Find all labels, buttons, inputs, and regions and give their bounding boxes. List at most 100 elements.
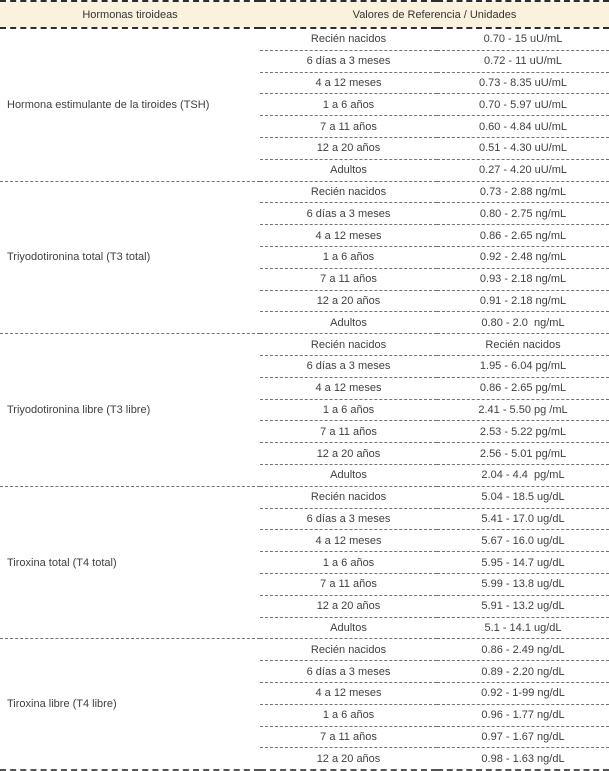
table-row: 4 a 12 meses 0.86 - 2.65 pg/mL (0, 376, 609, 400)
table-row: Adultos 0.80 - 2.0 ng/mL (0, 311, 609, 334)
age-group-cell: Recién nacidos (260, 27, 437, 51)
age-group-cell: Adultos (260, 311, 437, 334)
reference-value-cell: 5.95 - 14.7 ug/dL (437, 551, 609, 574)
reference-value-cell: 2.04 - 4.4 pg/mL (437, 463, 609, 487)
reference-value-cell: 0.86 - 2.65 pg/mL (437, 376, 609, 400)
age-group-cell: 6 días a 3 meses (260, 660, 437, 683)
table-header: Hormonas tiroideas Valores de Referencia… (0, 1, 609, 29)
age-group-cell: 7 a 11 años (260, 115, 437, 138)
age-group-cell: 12 a 20 años (260, 594, 437, 618)
table-row: Hormona estimulante de la tiroides (TSH)… (0, 27, 609, 182)
table-row: 1 a 6 años 0.92 - 2.48 ng/mL (0, 245, 609, 269)
age-group-cell: 12 a 20 años (260, 289, 437, 312)
table-row: Adultos 2.04 - 4.4 pg/mL (0, 463, 609, 487)
age-group-cell: Recién nacidos (260, 333, 437, 356)
column-header-reference-values: Valores de Referencia / Unidades (260, 1, 609, 29)
hormone-name-cell: Tiroxina total (T4 total) (0, 485, 260, 639)
header-row: Hormonas tiroideas Valores de Referencia… (0, 1, 609, 29)
age-group-cell: 6 días a 3 meses (260, 49, 437, 73)
reference-value-cell: Recién nacidos (437, 333, 609, 356)
table-row: 6 días a 3 meses 5.41 - 17.0 ug/dL (0, 507, 609, 530)
table-row: Tiroxina total (T4 total) Recién nacidos 5… (0, 485, 609, 639)
table-row: Triyodotironina total (T3 total) Recién n… (0, 180, 609, 334)
age-group-cell: 12 a 20 años (260, 747, 437, 771)
age-group-cell: Adultos (260, 158, 437, 182)
age-group-cell: 7 a 11 años (260, 572, 437, 596)
age-group-cell: 1 a 6 años (260, 703, 437, 726)
hormone-name-cell: Tiroxina libre (T4 libre) (0, 638, 260, 771)
age-group-cell: 4 a 12 meses (260, 71, 437, 94)
reference-value-cell: 0.98 - 1.63 ng/dL (437, 747, 609, 771)
age-group-cell: 4 a 12 meses (260, 224, 437, 247)
age-group-cell: Recién nacidos (260, 485, 437, 509)
age-group-cell: Adultos (260, 463, 437, 487)
age-group-cell: Recién nacidos (260, 180, 437, 203)
reference-value-cell: 5.91 - 13.2 ug/dL (437, 594, 609, 618)
age-group-cell: 7 a 11 años (260, 725, 437, 748)
table-row: 4 a 12 meses 0.92 - 1-99 ng/dL (0, 681, 609, 705)
table-row: 6 días a 3 meses 0.80 - 2.75 ng/mL (0, 202, 609, 225)
age-group-cell: 4 a 12 meses (260, 376, 437, 400)
reference-value-cell: 2.56 - 5.01 pg/mL (437, 442, 609, 465)
reference-value-cell: 0.92 - 1-99 ng/dL (437, 681, 609, 705)
table-row: 6 días a 3 meses 1.95 - 6.04 pg/mL (0, 354, 609, 378)
table-row: 6 días a 3 meses 0.89 - 2.20 ng/dL (0, 660, 609, 683)
reference-value-cell: 5.1 - 14.1 ug/dL (437, 616, 609, 639)
reference-value-cell: 5.99 - 13.8 ug/dL (437, 572, 609, 596)
reference-value-cell: 0.70 - 5.97 uU/mL (437, 93, 609, 116)
reference-value-cell: 0.86 - 2.49 ng/dL (437, 638, 609, 661)
reference-value-cell: 5.67 - 16.0 ug/dL (437, 529, 609, 552)
age-group-cell: Recién nacidos (260, 638, 437, 661)
reference-value-cell: 5.41 - 17.0 ug/dL (437, 507, 609, 530)
table-row: 7 a 11 años 2.53 - 5.22 pg/mL (0, 420, 609, 443)
age-group-cell: 1 a 6 años (260, 398, 437, 421)
age-group-cell: 1 a 6 años (260, 93, 437, 116)
table-row: 7 a 11 años 0.60 - 4.84 uU/mL (0, 115, 609, 138)
reference-value-cell: 0.80 - 2.0 ng/mL (437, 311, 609, 334)
table-row: 4 a 12 meses 5.67 - 16.0 ug/dL (0, 529, 609, 552)
age-group-cell: Adultos (260, 616, 437, 639)
table-body: Hormona estimulante de la tiroides (TSH)… (0, 27, 609, 771)
table-row: 12 a 20 años 0.51 - 4.30 uU/mL (0, 136, 609, 160)
table-row: 7 a 11 años 0.93 - 2.18 ng/mL (0, 267, 609, 291)
table-row: 1 a 6 años 0.96 - 1.77 ng/dL (0, 703, 609, 726)
reference-value-cell: 0.72 - 11 uU/mL (437, 49, 609, 73)
reference-value-cell: 0.60 - 4.84 uU/mL (437, 115, 609, 138)
table-row: Triyodotironina libre (T3 libre) Recién n… (0, 333, 609, 487)
hormone-name-cell: Triyodotironina total (T3 total) (0, 180, 260, 334)
age-group-cell: 6 días a 3 meses (260, 202, 437, 225)
reference-value-cell: 0.73 - 2.88 ng/mL (437, 180, 609, 203)
reference-value-cell: 5.04 - 18.5 ug/dL (437, 485, 609, 509)
age-group-cell: 7 a 11 años (260, 267, 437, 291)
table-row: 1 a 6 años 5.95 - 14.7 ug/dL (0, 551, 609, 574)
reference-value-cell: 0.96 - 1.77 ng/dL (437, 703, 609, 726)
reference-value-cell: 2.53 - 5.22 pg/mL (437, 420, 609, 443)
table-row: 7 a 11 años 5.99 - 13.8 ug/dL (0, 572, 609, 596)
table-row: 1 a 6 años 2.41 - 5.50 pg /mL (0, 398, 609, 421)
hormone-name-cell: Hormona estimulante de la tiroides (TSH) (0, 27, 260, 182)
age-group-cell: 6 días a 3 meses (260, 507, 437, 530)
age-group-cell: 12 a 20 años (260, 442, 437, 465)
age-group-cell: 1 a 6 años (260, 551, 437, 574)
table-row: 12 a 20 años 5.91 - 13.2 ug/dL (0, 594, 609, 618)
reference-value-cell: 0.80 - 2.75 ng/mL (437, 202, 609, 225)
age-group-cell: 12 a 20 años (260, 136, 437, 160)
table-row: 4 a 12 meses 0.73 - 8.35 uU/mL (0, 71, 609, 94)
hormone-name-cell: Triyodotironina libre (T3 libre) (0, 333, 260, 487)
reference-value-cell: 0.70 - 15 uU/mL (437, 27, 609, 51)
table-row: 6 días a 3 meses 0.72 - 11 uU/mL (0, 49, 609, 73)
reference-value-cell: 1.95 - 6.04 pg/mL (437, 354, 609, 378)
age-group-cell: 7 a 11 años (260, 420, 437, 443)
table-row: 12 a 20 años 0.91 - 2.18 ng/mL (0, 289, 609, 312)
reference-value-cell: 0.92 - 2.48 ng/mL (437, 245, 609, 269)
table-row: 12 a 20 años 2.56 - 5.01 pg/mL (0, 442, 609, 465)
reference-value-cell: 0.91 - 2.18 ng/mL (437, 289, 609, 312)
reference-value-cell: 0.73 - 8.35 uU/mL (437, 71, 609, 94)
table-row: Tiroxina libre (T4 libre) Recién nacidos 0… (0, 638, 609, 771)
column-header-hormones: Hormonas tiroideas (0, 1, 260, 29)
table-row: 1 a 6 años 0.70 - 5.97 uU/mL (0, 93, 609, 116)
reference-value-cell: 2.41 - 5.50 pg /mL (437, 398, 609, 421)
reference-value-cell: 0.27 - 4.20 uU/mL (437, 158, 609, 182)
